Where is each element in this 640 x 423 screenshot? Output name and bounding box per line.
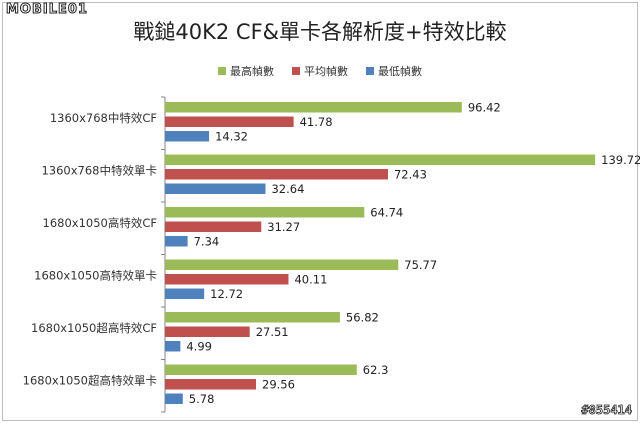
bar <box>165 259 399 270</box>
bar <box>165 312 340 323</box>
bar <box>165 154 596 165</box>
legend-swatch-min <box>366 67 374 75</box>
category-label: 1360x768中特效單卡 <box>41 163 157 177</box>
bar <box>165 236 188 247</box>
bar <box>165 364 357 375</box>
legend-label-min: 最低幀數 <box>378 65 422 78</box>
data-label: 27.51 <box>256 325 289 339</box>
data-label: 62.3 <box>363 363 389 377</box>
data-label: 40.11 <box>294 273 327 287</box>
bar <box>165 183 266 194</box>
site-logo: MOBILE01 <box>6 2 88 18</box>
bar <box>165 393 183 404</box>
legend-label-avg: 平均幀數 <box>304 65 348 78</box>
legend-label-max: 最高幀數 <box>230 65 274 78</box>
bar <box>165 102 462 113</box>
category-label: 1680x1050超高特效單卡 <box>23 373 157 387</box>
legend-item-avg: 平均幀數 <box>292 63 348 79</box>
bar <box>165 169 388 180</box>
data-label: 72.43 <box>394 168 427 182</box>
bar <box>165 116 294 127</box>
data-label: 75.77 <box>404 258 437 272</box>
data-label: 31.27 <box>267 220 300 234</box>
data-label: 56.82 <box>346 311 379 325</box>
data-label: 14.32 <box>215 130 248 144</box>
chart-legend: 最高幀數 平均幀數 最低幀數 <box>0 63 640 79</box>
data-label: 4.99 <box>186 340 212 354</box>
bar <box>165 274 289 285</box>
category-label: 1360x768中特效CF <box>50 111 157 125</box>
data-label: 29.56 <box>262 378 295 392</box>
bar <box>165 131 210 142</box>
bar <box>165 221 262 232</box>
data-label: 12.72 <box>210 287 243 301</box>
data-label: 96.42 <box>468 101 501 115</box>
data-label: 139.72 <box>601 153 640 167</box>
bar <box>165 207 365 218</box>
legend-item-min: 最低幀數 <box>366 63 422 79</box>
bar <box>165 379 257 390</box>
category-label: 1680x1050高特效單卡 <box>34 268 157 282</box>
chart-title: 戰鎚40K2 CF&單卡各解析度+特效比較 <box>133 20 507 44</box>
data-label: 64.74 <box>370 206 403 220</box>
data-label: 32.64 <box>271 182 304 196</box>
bar <box>165 326 250 337</box>
data-label: 41.78 <box>300 115 333 129</box>
category-label: 1680x1050高特效CF <box>43 216 157 230</box>
category-label: 1680x1050超高特效CF <box>31 321 157 335</box>
data-label: 5.78 <box>189 392 215 406</box>
legend-swatch-max <box>218 67 226 75</box>
data-label: 7.34 <box>194 235 220 249</box>
watermark: #855414 <box>581 403 632 418</box>
legend-swatch-avg <box>292 67 300 75</box>
bar <box>165 288 205 299</box>
bar <box>165 341 181 352</box>
legend-item-max: 最高幀數 <box>218 63 274 79</box>
